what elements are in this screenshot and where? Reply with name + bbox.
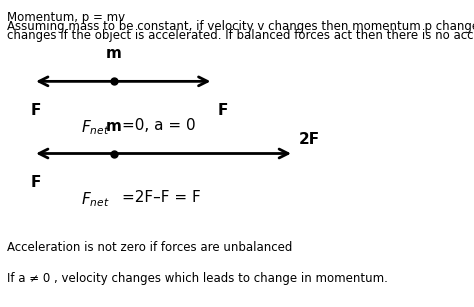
Text: =2F–F = F: =2F–F = F — [122, 190, 201, 205]
Text: If a ≠ 0 , velocity changes which leads to change in momentum.: If a ≠ 0 , velocity changes which leads … — [7, 272, 388, 285]
Text: $F_{net}$: $F_{net}$ — [81, 190, 109, 209]
Text: F: F — [218, 103, 228, 118]
Text: =0, a = 0: =0, a = 0 — [122, 118, 196, 133]
Text: changes if the object is accelerated. If balanced forces act then there is no ac: changes if the object is accelerated. If… — [7, 29, 474, 42]
Text: m: m — [106, 46, 122, 61]
Text: $F_{net}$: $F_{net}$ — [81, 118, 109, 137]
Text: m: m — [106, 119, 122, 134]
Text: F: F — [31, 103, 41, 118]
Text: 2F: 2F — [299, 132, 320, 147]
Text: Acceleration is not zero if forces are unbalanced: Acceleration is not zero if forces are u… — [7, 241, 292, 254]
Text: Assuming mass to be constant, if velocity v changes then momentum p changes velo: Assuming mass to be constant, if velocit… — [7, 20, 474, 33]
Text: Momentum, p = mv: Momentum, p = mv — [7, 11, 125, 24]
Text: F: F — [31, 175, 41, 190]
